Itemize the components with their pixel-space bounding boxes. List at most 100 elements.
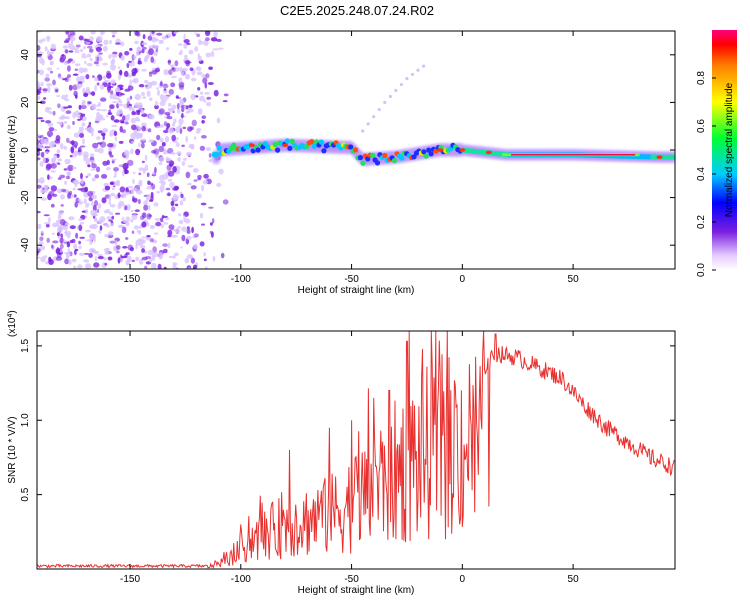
- noise-dot: [96, 56, 99, 62]
- noise-dot: [110, 79, 116, 85]
- noise-dot: [205, 73, 210, 79]
- noise-dot: [143, 57, 148, 63]
- noise-dot: [85, 158, 91, 162]
- noise-dot: [119, 186, 126, 193]
- noise-dot: [39, 177, 45, 184]
- track-blob: [360, 160, 366, 166]
- noise-dot: [44, 77, 50, 82]
- noise-dot: [179, 66, 183, 73]
- noise-dot: [120, 93, 125, 96]
- noise-dot: [57, 188, 62, 194]
- noise-dot: [168, 160, 175, 166]
- noise-dot: [147, 204, 151, 211]
- track-blob: [289, 138, 295, 144]
- noise-dot: [131, 230, 135, 234]
- noise-dot: [204, 37, 210, 42]
- noise-dot: [61, 94, 67, 100]
- noise-dot: [122, 162, 129, 170]
- track-blob: [382, 152, 388, 159]
- noise-dot: [136, 229, 141, 234]
- noise-dot: [188, 49, 194, 55]
- noise-dot: [68, 42, 71, 49]
- noise-dot: [157, 89, 160, 96]
- noise-dot: [55, 135, 61, 142]
- noise-dot: [77, 146, 82, 153]
- noise-dot: [216, 182, 222, 187]
- noise-dot: [139, 245, 146, 249]
- noise-dot: [185, 151, 193, 157]
- noise-dot: [193, 264, 198, 269]
- noise-dot: [63, 239, 66, 245]
- noise-dot: [202, 77, 208, 84]
- noise-dot: [108, 195, 112, 202]
- noise-dot: [212, 48, 219, 51]
- noise-dot: [88, 253, 93, 258]
- noise-dot: [164, 95, 169, 100]
- noise-dot: [187, 165, 194, 168]
- noise-dot: [121, 226, 127, 234]
- noise-dot: [40, 119, 45, 123]
- noise-dot: [67, 164, 74, 172]
- noise-dot: [180, 193, 184, 199]
- noise-dot: [157, 263, 162, 269]
- noise-dot: [77, 118, 82, 121]
- noise-dot: [183, 39, 190, 44]
- noise-dot: [133, 55, 137, 60]
- noise-dot: [162, 83, 169, 89]
- noise-dot: [85, 175, 89, 179]
- noise-dot: [159, 81, 163, 87]
- noise-dot: [200, 202, 207, 206]
- noise-dot: [145, 87, 150, 90]
- noise-dot: [171, 75, 177, 79]
- track-blob: [272, 141, 278, 147]
- noise-dot: [146, 195, 149, 202]
- noise-dot: [137, 126, 142, 132]
- noise-dot: [102, 160, 109, 166]
- noise-dot: [204, 82, 208, 89]
- noise-dot: [64, 222, 70, 226]
- noise-dot: [186, 235, 192, 240]
- noise-dot: [167, 229, 173, 237]
- noise-dot: [131, 259, 135, 262]
- noise-dot: [83, 151, 89, 158]
- colorbar-tick-label: 0.2: [696, 215, 707, 229]
- noise-dot: [76, 76, 80, 83]
- noise-dot: [85, 204, 89, 208]
- noise-dot: [178, 213, 182, 217]
- noise-dot: [203, 258, 207, 262]
- track-blob: [370, 152, 376, 158]
- noise-dot: [124, 88, 131, 92]
- noise-dot: [83, 38, 90, 42]
- noise-dot: [86, 45, 93, 49]
- noise-dot: [125, 216, 131, 222]
- noise-dot: [74, 144, 77, 149]
- noise-dot: [172, 166, 177, 173]
- noise-dot: [86, 53, 92, 58]
- noise-dot: [60, 194, 65, 200]
- noise-dot: [71, 258, 77, 263]
- noise-dot: [196, 71, 203, 76]
- y-tick-label: -20: [20, 190, 31, 205]
- noise-dot: [93, 210, 97, 215]
- noise-dot: [126, 255, 132, 262]
- noise-dot: [94, 256, 98, 262]
- noise-dot: [111, 158, 117, 161]
- track-blob: [365, 156, 371, 162]
- noise-dot: [103, 75, 107, 80]
- noise-dot: [119, 119, 125, 124]
- noise-dot: [210, 222, 213, 226]
- noise-dot: [190, 93, 196, 101]
- noise-dot: [148, 139, 154, 143]
- noise-dot: [80, 178, 84, 185]
- noise-dot: [102, 134, 105, 141]
- noise-dot: [146, 90, 151, 97]
- noise-dot: [44, 106, 50, 113]
- noise-dot: [180, 246, 183, 249]
- noise-dot: [117, 66, 121, 69]
- noise-dot: [66, 124, 71, 130]
- noise-dot: [204, 92, 211, 95]
- noise-dot: [132, 178, 135, 184]
- noise-dot: [83, 45, 87, 50]
- arc-dot: [399, 82, 404, 87]
- noise-dot: [72, 47, 80, 51]
